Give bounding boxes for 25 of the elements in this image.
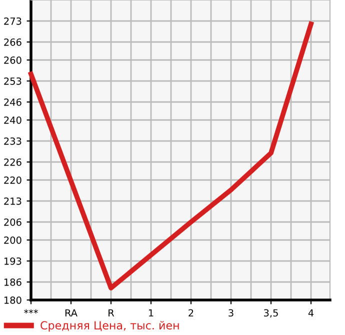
x-tick-label: 1 [148, 309, 154, 316]
legend-label: Средняя Цена, тыс. йен [40, 320, 179, 332]
y-tick-label: 266 [4, 38, 22, 46]
y-tick-label: 200 [4, 236, 22, 244]
x-tick-label: *** [24, 309, 38, 314]
y-tick-label: 233 [4, 137, 22, 145]
x-tick-label: 4 [308, 309, 314, 316]
y-tick-label: 193 [4, 257, 22, 265]
x-tick-label: 2 [188, 309, 194, 316]
x-tick-label: RA [65, 309, 78, 316]
y-tick-label: 273 [4, 17, 22, 25]
y-tick-label: 253 [4, 77, 22, 85]
x-tick-label: 3,5 [264, 309, 278, 318]
line-series [28, 22, 314, 290]
y-tick-label: 240 [4, 116, 22, 124]
y-tick-label: 246 [4, 98, 22, 106]
y-tick-label: 180 [4, 296, 22, 304]
y-tick-label: 260 [4, 56, 22, 64]
y-tick-label: 226 [4, 158, 22, 166]
x-tick-label: 3 [228, 309, 234, 317]
x-tick-label: R [108, 309, 114, 316]
y-tick-label: 213 [4, 197, 22, 205]
y-tick-label: 220 [4, 176, 22, 184]
y-tick-label: 186 [4, 278, 22, 286]
y-tick-label: 206 [4, 218, 22, 226]
